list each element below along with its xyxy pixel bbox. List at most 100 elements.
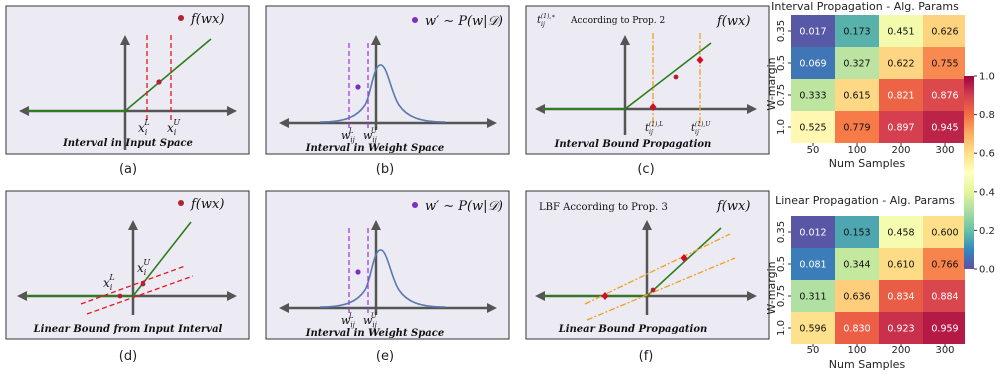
- upper-bound-label: tij(1),U: [691, 121, 711, 136]
- colorbar-gradient: [964, 76, 974, 269]
- heatmap-cell: [791, 47, 835, 79]
- heatmap-cell: [879, 79, 923, 111]
- legend-label: w′ ∼ P(w|𝒟): [425, 199, 503, 214]
- panel-box-label: Linear Bound from Input Interval: [33, 324, 223, 335]
- caption-d: (d): [118, 349, 138, 364]
- sample-point: [355, 84, 361, 90]
- upper-bound-label: wijU: [363, 312, 378, 329]
- heatmap-cell-value: 0.458: [887, 228, 914, 239]
- x-tick-label: 200: [891, 345, 910, 356]
- x-tick-label: 50: [807, 345, 820, 356]
- heatmap-cell: [923, 79, 965, 111]
- upper-bound-point: [680, 254, 688, 262]
- heatmap-cell-value: 0.012: [799, 228, 826, 239]
- upper-bound-point: [696, 56, 704, 64]
- heatmap-cell: [923, 216, 965, 248]
- panel-e: w′ ∼ P(w|𝒟) wijL wijU Interval in Weight…: [265, 190, 510, 340]
- heatmap-cell-value: 0.945: [931, 123, 958, 134]
- heatmap-cell-value: 0.327: [843, 59, 870, 70]
- relu-slope: [124, 38, 212, 112]
- panel-f: LBF According to Prop. 3 f(wx) Linear Bo…: [525, 190, 770, 340]
- panel-box-label: Interval in Weight Space: [305, 328, 444, 339]
- x-tick-label: 300: [935, 345, 954, 356]
- upper-linear-bound: [584, 233, 731, 305]
- legend-point: [178, 15, 184, 21]
- panel-c: tij(1),∗ According to Prop. 2 f(wx) tij(…: [525, 5, 770, 155]
- caption-b: (b): [375, 162, 395, 177]
- lower-bound-label: wijL: [341, 312, 356, 329]
- panel-background: [5, 5, 250, 155]
- heatmap-cell: [835, 248, 879, 280]
- heatmap-cell-value: 0.821: [887, 91, 914, 102]
- heatmap-cell: [923, 111, 965, 143]
- lower-bound-label: wijL: [341, 127, 356, 144]
- heatmap-cell-value: 0.069: [799, 59, 826, 70]
- colorbar-tick-label: 0.4: [979, 187, 995, 198]
- heatmap-cell-value: 0.610: [887, 260, 914, 271]
- heatmap-cell: [879, 15, 923, 47]
- lower-linear-bound: [586, 257, 736, 321]
- heatmap-cell-value: 0.596: [799, 324, 826, 335]
- colorbar-tick-label: 0.0: [979, 265, 995, 276]
- heatmap-cell: [791, 111, 835, 143]
- heatmap-cell-value: 0.755: [931, 59, 958, 70]
- axes: [279, 220, 497, 315]
- heatmap-cell: [791, 248, 835, 280]
- heatmap-cell-value: 0.017: [799, 27, 826, 38]
- legend-label: f(wx): [190, 12, 224, 27]
- heatmap-cell-value: 0.622: [887, 59, 914, 70]
- lower-bound-point: [601, 292, 609, 300]
- panel-a: f(wx) xiL xiU Interval in Input Space: [5, 5, 250, 155]
- y-tick-label: 1.0: [776, 119, 787, 135]
- heatmap-cell: [879, 216, 923, 248]
- heatmap-title: Interval Propagation - Alg. Params: [771, 0, 959, 13]
- function-label: f(wx): [716, 199, 750, 214]
- lower-point: [117, 293, 123, 299]
- note-symbol: tij(1),∗: [537, 13, 555, 28]
- heatmap-title: Linear Propagation - Alg. Params: [775, 194, 955, 207]
- heatmap-cell: [923, 248, 965, 280]
- heatmap-cell: [879, 111, 923, 143]
- legend-label: f(wx): [190, 197, 224, 212]
- panel-box-label: Interval in Input Space: [62, 138, 193, 149]
- panel-box-label: Interval in Weight Space: [305, 143, 444, 154]
- heatmap-cell: [791, 280, 835, 312]
- lower-linear-bound: [86, 275, 194, 315]
- upper-point: [140, 281, 146, 287]
- heatmap-cell-value: 0.451: [887, 27, 914, 38]
- y-tick-label: 0.5: [776, 256, 787, 272]
- weight-distribution-curve: [319, 64, 446, 123]
- heatmap-cell-value: 0.153: [843, 228, 870, 239]
- sample-point: [355, 269, 361, 275]
- heatmap-cell: [879, 248, 923, 280]
- colorbar-tick-label: 0.2: [979, 226, 995, 237]
- sample-point: [156, 79, 162, 85]
- heatmap-cell-value: 0.834: [887, 292, 914, 303]
- weight-distribution-curve: [319, 249, 446, 308]
- heatmap-cell: [923, 15, 965, 47]
- function-label: f(wx): [716, 14, 750, 29]
- heatmap-cell-value: 0.600: [931, 228, 958, 239]
- heatmap-cell: [791, 79, 835, 111]
- heatmap-cell: [835, 216, 879, 248]
- heatmap-cell: [835, 280, 879, 312]
- heatmap-cell: [923, 47, 965, 79]
- caption-f: (f): [638, 349, 654, 364]
- y-tick-label: 0.35: [776, 20, 787, 42]
- x-tick-label: 50: [807, 145, 820, 156]
- note-text: According to Prop. 2: [570, 16, 665, 26]
- panel-background: [265, 5, 510, 155]
- heatmap-cell-value: 0.081: [799, 260, 826, 271]
- y-axis-label: W-margin: [765, 57, 778, 110]
- heatmap-cell-value: 0.876: [931, 91, 958, 102]
- caption-c: (c): [637, 162, 655, 177]
- y-tick-label: 0.75: [776, 285, 787, 307]
- x-axis-label: Num Samples: [829, 157, 906, 170]
- legend-label: w′ ∼ P(w|𝒟): [425, 14, 503, 29]
- heatmap-cell: [791, 216, 835, 248]
- caption-a: (a): [118, 162, 138, 177]
- relu-slope: [624, 42, 712, 110]
- heatmap-cell: [835, 312, 879, 344]
- axes: [279, 35, 497, 130]
- upper-bound-label: wijU: [363, 127, 378, 144]
